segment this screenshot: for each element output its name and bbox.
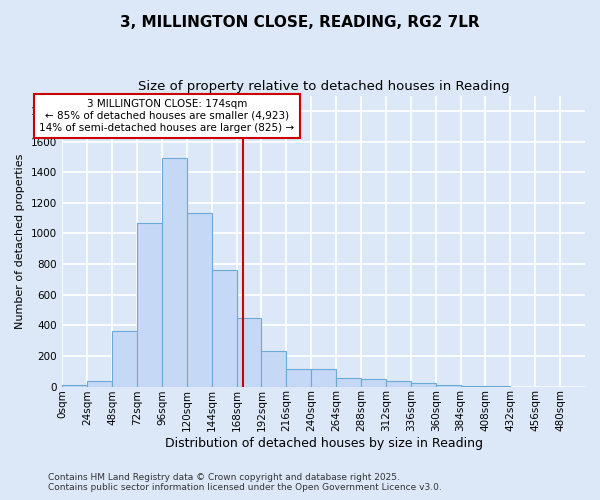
Bar [386,381,411,386]
Bar [187,214,212,386]
Bar [62,385,87,386]
Bar [236,318,262,386]
X-axis label: Distribution of detached houses by size in Reading: Distribution of detached houses by size … [164,437,482,450]
Bar [137,222,162,386]
Text: Contains HM Land Registry data © Crown copyright and database right 2025.
Contai: Contains HM Land Registry data © Crown c… [48,473,442,492]
Bar [286,369,311,386]
Title: Size of property relative to detached houses in Reading: Size of property relative to detached ho… [138,80,509,93]
Bar [162,158,187,386]
Bar [262,350,286,386]
Bar [311,369,336,386]
Bar [361,378,386,386]
Text: 3, MILLINGTON CLOSE, READING, RG2 7LR: 3, MILLINGTON CLOSE, READING, RG2 7LR [120,15,480,30]
Text: 3 MILLINGTON CLOSE: 174sqm
← 85% of detached houses are smaller (4,923)
14% of s: 3 MILLINGTON CLOSE: 174sqm ← 85% of deta… [40,100,295,132]
Bar [212,270,236,386]
Y-axis label: Number of detached properties: Number of detached properties [15,154,25,328]
Bar [336,378,361,386]
Bar [411,383,436,386]
Bar [112,332,137,386]
Bar [87,380,112,386]
